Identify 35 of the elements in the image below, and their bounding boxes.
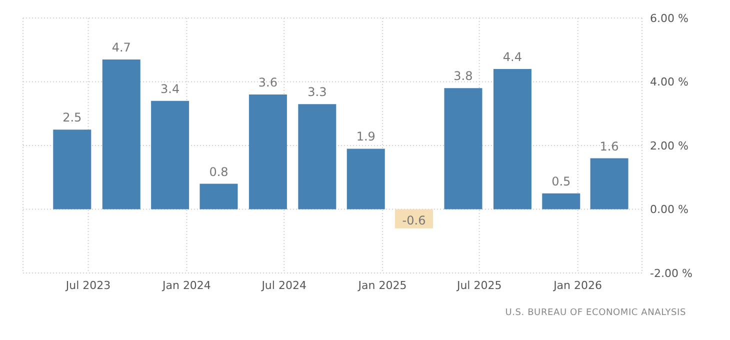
bar [590,158,628,210]
bar [200,184,238,210]
data-label: 0.5 [552,174,571,188]
data-label: 3.8 [454,69,473,84]
data-label: -0.6 [402,213,426,228]
y-tick-label: 2.00 % [650,139,688,152]
data-label: 0.8 [209,164,228,179]
bar [542,193,580,210]
bar [53,130,92,210]
x-tick-label: Jan 2024 [161,278,211,292]
bar [346,148,385,210]
x-tick-label: Jan 2025 [357,278,407,292]
bar [444,88,482,210]
data-label: 3.3 [308,85,327,100]
x-tick-label: Jul 2023 [64,278,111,292]
bar [102,59,140,210]
y-tick-label: 4.00 % [650,76,688,89]
y-tick-label: -2.00 % [650,266,692,280]
x-tick-label: Jul 2024 [260,278,306,292]
data-label: 1.9 [356,130,376,144]
data-label: 3.4 [160,82,180,96]
data-label: 3.6 [258,76,278,90]
data-label: 1.6 [600,139,619,154]
bar [298,104,336,210]
data-label: 4.4 [502,50,522,64]
y-tick-label: 0.00 % [650,203,688,216]
bar [151,100,190,210]
bar [493,69,532,210]
y-tick-label: 6.00 % [650,12,688,25]
data-label: 4.7 [112,40,131,54]
text: U.S. BUREAU OF ECONOMIC ANALYSIS [504,308,686,318]
bar [248,94,287,210]
x-tick-label: Jul 2025 [456,278,502,292]
x-tick-label: Jan 2026 [552,278,602,292]
data-label: 2.5 [62,110,82,125]
